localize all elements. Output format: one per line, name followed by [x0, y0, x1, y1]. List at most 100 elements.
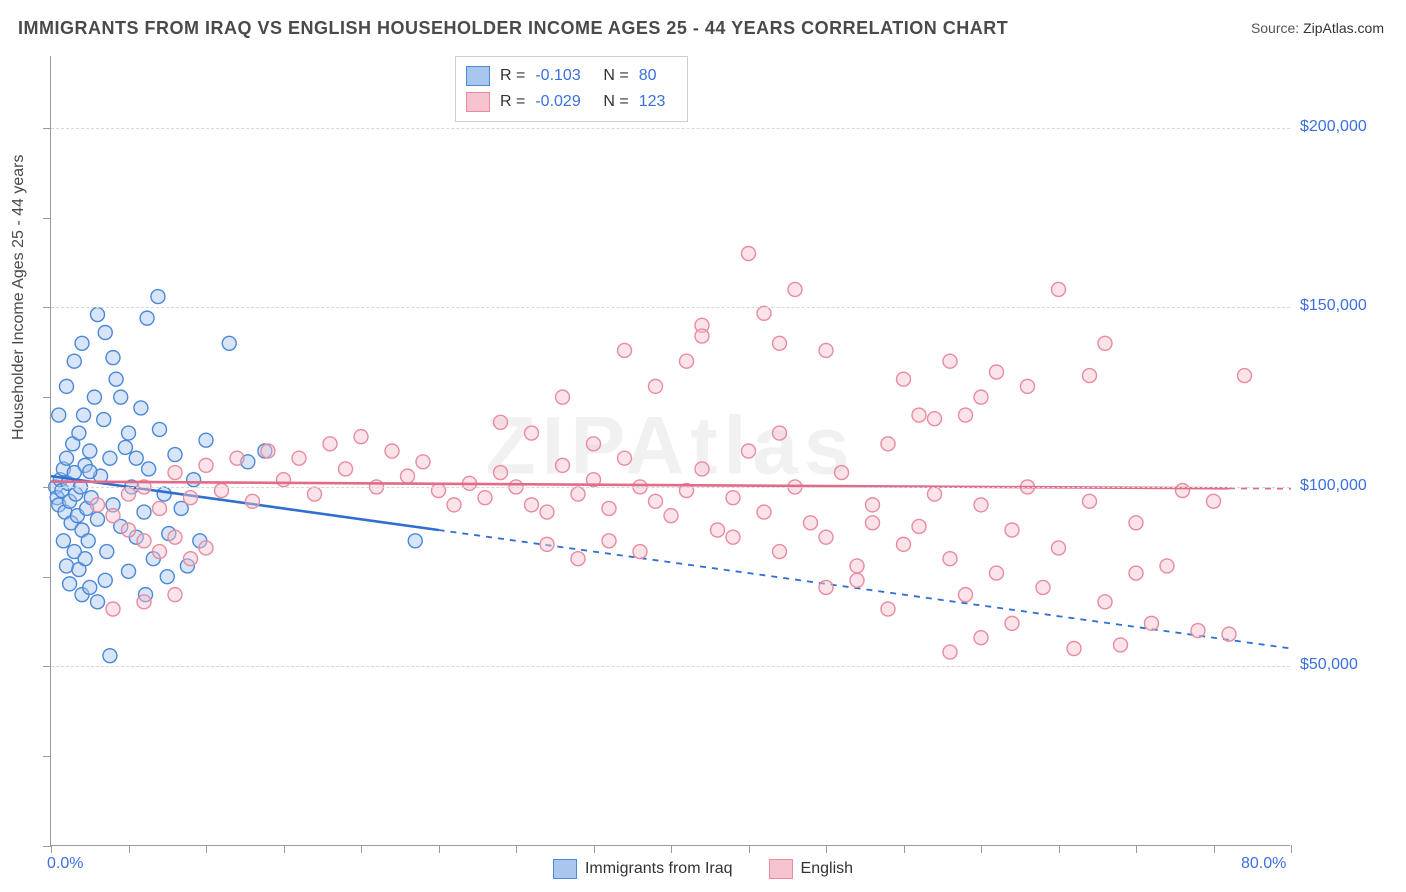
- x-tick: [594, 845, 595, 853]
- pink-point: [556, 390, 570, 404]
- y-tick-label: $50,000: [1300, 656, 1358, 674]
- blue-point: [109, 372, 123, 386]
- pink-point: [1191, 624, 1205, 638]
- blue-point: [157, 487, 171, 501]
- pink-point: [184, 552, 198, 566]
- pink-point: [91, 498, 105, 512]
- blue-point: [118, 440, 132, 454]
- pink-point: [757, 505, 771, 519]
- x-tick: [1136, 845, 1137, 853]
- pink-swatch: [466, 92, 490, 112]
- y-tick-label: $100,000: [1300, 477, 1367, 495]
- x-tick: [749, 845, 750, 853]
- gridline-h: [51, 128, 1290, 129]
- pink-point: [230, 451, 244, 465]
- pink-point: [912, 519, 926, 533]
- pink-point: [1098, 336, 1112, 350]
- pink-point: [571, 552, 585, 566]
- pink-point: [788, 282, 802, 296]
- x-tick: [439, 845, 440, 853]
- blue-point: [91, 512, 105, 526]
- x-tick: [284, 845, 285, 853]
- legend-item-blue: Immigrants from Iraq: [553, 859, 733, 879]
- y-tick: [43, 756, 51, 757]
- source-value: ZipAtlas.com: [1303, 20, 1384, 36]
- blue-swatch: [466, 66, 490, 86]
- correlation-legend: R =-0.103N =80R =-0.029N =123: [455, 56, 688, 122]
- pink-point: [711, 523, 725, 537]
- pink-point: [416, 455, 430, 469]
- n-value: 80: [639, 63, 673, 89]
- pink-point: [1021, 379, 1035, 393]
- pink-point: [246, 494, 260, 508]
- pink-swatch: [769, 859, 793, 879]
- blue-point: [75, 336, 89, 350]
- pink-point: [571, 487, 585, 501]
- pink-point: [866, 498, 880, 512]
- y-tick: [43, 666, 51, 667]
- blue-point: [122, 564, 136, 578]
- pink-point: [1238, 369, 1252, 383]
- pink-point: [819, 343, 833, 357]
- blue-point: [87, 390, 101, 404]
- blue-point: [122, 426, 136, 440]
- blue-point: [100, 545, 114, 559]
- pink-point: [153, 545, 167, 559]
- x-tick: [826, 845, 827, 853]
- blue-point: [137, 505, 151, 519]
- blue-point: [63, 577, 77, 591]
- x-tick: [1059, 845, 1060, 853]
- pink-point: [959, 588, 973, 602]
- pink-point: [354, 430, 368, 444]
- blue-point: [78, 552, 92, 566]
- blue-point: [168, 448, 182, 462]
- pink-point: [602, 501, 616, 515]
- pink-point: [122, 523, 136, 537]
- legend-row-blue: R =-0.103N =80: [466, 63, 673, 89]
- pink-point: [106, 602, 120, 616]
- plot-area: ZIPAtlas 0.0%80.0%: [50, 56, 1290, 846]
- r-value: -0.103: [535, 63, 593, 89]
- gridline-h: [51, 666, 1290, 667]
- pink-point: [602, 534, 616, 548]
- pink-point: [385, 444, 399, 458]
- pink-point: [168, 466, 182, 480]
- pink-point: [556, 458, 570, 472]
- pink-point: [1083, 369, 1097, 383]
- pink-point: [773, 545, 787, 559]
- blue-point: [81, 534, 95, 548]
- pink-point: [990, 365, 1004, 379]
- blue-point: [129, 451, 143, 465]
- n-label: N =: [603, 89, 628, 115]
- r-label: R =: [500, 63, 525, 89]
- pink-point: [850, 559, 864, 573]
- pink-point: [943, 552, 957, 566]
- legend-label: Immigrants from Iraq: [585, 860, 733, 878]
- blue-swatch: [553, 859, 577, 879]
- pink-point: [277, 473, 291, 487]
- y-tick-label: $150,000: [1300, 297, 1367, 315]
- pink-point: [633, 545, 647, 559]
- y-tick: [43, 218, 51, 219]
- pink-point: [897, 372, 911, 386]
- pink-point: [881, 602, 895, 616]
- blue-point: [77, 408, 91, 422]
- blue-point: [199, 433, 213, 447]
- x-tick: [904, 845, 905, 853]
- pink-point: [1145, 616, 1159, 630]
- blue-point: [153, 422, 167, 436]
- pink-point: [215, 484, 229, 498]
- scatter-svg: [51, 56, 1290, 845]
- pink-point: [199, 458, 213, 472]
- blue-point: [60, 451, 74, 465]
- pink-point: [928, 487, 942, 501]
- pink-point: [897, 537, 911, 551]
- pink-point: [1207, 494, 1221, 508]
- pink-point: [618, 451, 632, 465]
- series-legend: Immigrants from IraqEnglish: [0, 859, 1406, 884]
- pink-point: [168, 530, 182, 544]
- pink-point: [292, 451, 306, 465]
- pink-point: [199, 541, 213, 555]
- pink-point: [943, 645, 957, 659]
- pink-point: [819, 530, 833, 544]
